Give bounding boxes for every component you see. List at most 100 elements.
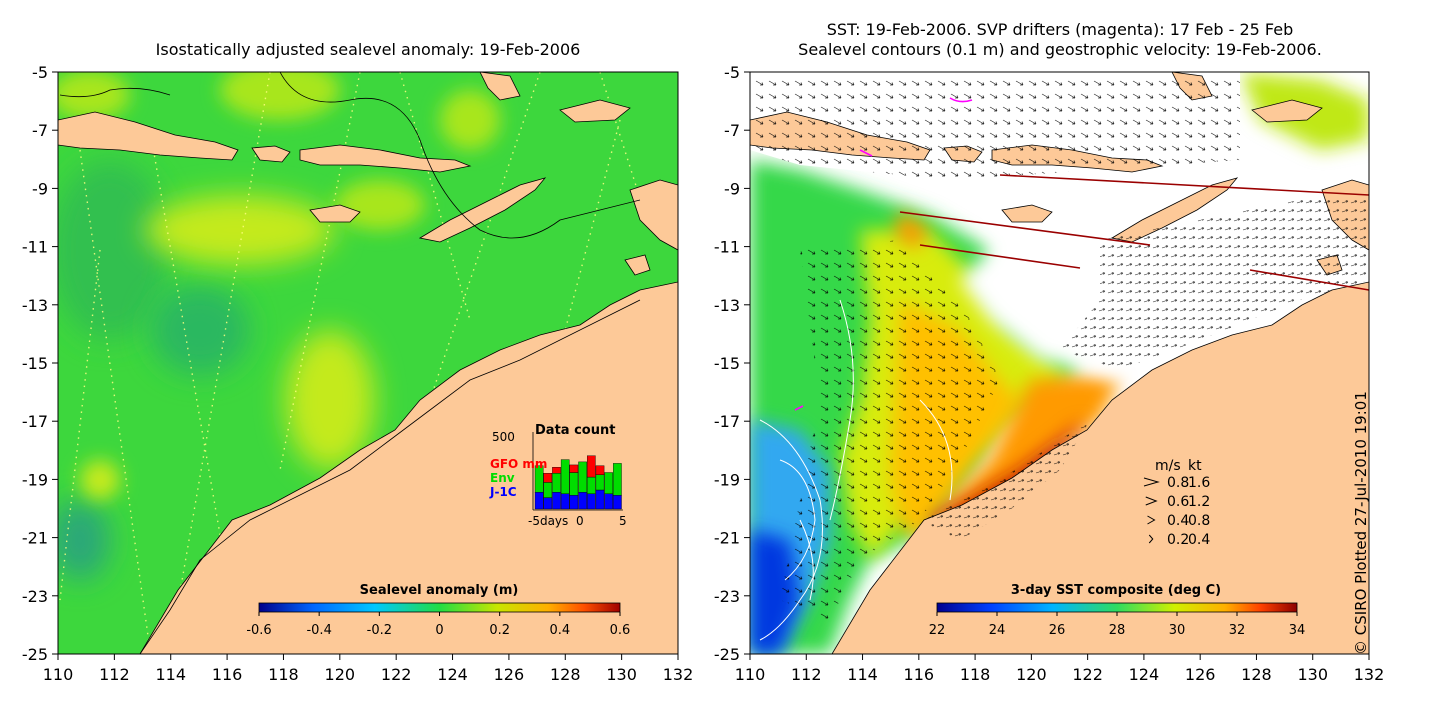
sla-colorbar-ticks: -0.6 -0.4 -0.2 0 0.2 0.4 0.6 xyxy=(246,612,630,638)
data-count-bar-j1c xyxy=(543,497,553,510)
sst-colorbar-gradient xyxy=(936,602,1298,613)
lon-tick-label: 116 xyxy=(904,665,935,684)
colorbar-tick-label: 0.2 xyxy=(489,623,510,638)
timor xyxy=(418,177,547,243)
velocity-legend-rows: 0.81.60.61.20.40.80.20.4 xyxy=(1143,475,1210,548)
bali-lombok xyxy=(251,145,291,163)
data-count-x-tick-end: 5 xyxy=(619,514,627,528)
lat-tick-label: -17 xyxy=(22,412,48,431)
lat-tick-label: -25 xyxy=(714,645,740,664)
velocity-legend-ms: 0.6 xyxy=(1167,494,1189,510)
data-count-bar-gfo xyxy=(595,465,605,475)
lon-tick-label: 120 xyxy=(325,665,356,684)
colorbar-tick-label: -0.4 xyxy=(306,623,331,638)
velocity-legend-kt: 1.6 xyxy=(1188,475,1210,491)
velocity-legend: m/s kt 0.81.60.61.20.40.80.20.4 xyxy=(1143,458,1210,548)
lon-tick-label: 122 xyxy=(381,665,412,684)
svp-drifter-tracks xyxy=(794,97,973,411)
lat-tick-label: -21 xyxy=(714,529,740,548)
lat-tick-label: -15 xyxy=(22,354,48,373)
data-count-max-label: 500 xyxy=(492,430,515,444)
sla-colorbar-gradient xyxy=(258,602,621,613)
legend-gfo: GFO mm xyxy=(490,457,547,471)
velocity-arrow-glyph xyxy=(1147,515,1156,525)
lon-tick-label: 128 xyxy=(1241,665,1272,684)
legend-j1c: J-1C xyxy=(489,485,517,499)
lat-tick-label: -23 xyxy=(22,587,48,606)
lon-tick-label: 124 xyxy=(1129,665,1160,684)
sst-swath-artifacts xyxy=(899,174,1369,291)
data-count-bar-env xyxy=(578,461,587,493)
left-panel-title: Isostatically adjusted sealevel anomaly:… xyxy=(155,40,581,59)
sst-colorbar-label: 3-day SST composite (deg C) xyxy=(1011,583,1221,598)
colorbar-tick-label: 24 xyxy=(989,623,1006,638)
lat-tick-label: -17 xyxy=(714,412,740,431)
sumbawa-flores xyxy=(299,144,472,173)
data-count-bar-env xyxy=(604,472,613,494)
lon-tick-label: 118 xyxy=(268,665,299,684)
lon-tick-label: 124 xyxy=(437,665,468,684)
lat-tick-label: -13 xyxy=(714,296,740,315)
data-count-x-tick-zero: 0 xyxy=(576,514,584,528)
lon-tick-label: 132 xyxy=(663,665,694,684)
data-count-bars xyxy=(534,455,622,510)
sulawesi-tip xyxy=(479,72,521,101)
geostrophic-velocity-arrows xyxy=(750,72,1369,620)
data-count-bar-gfo xyxy=(552,467,561,474)
lat-tick-label: -9 xyxy=(32,179,48,198)
lat-tick-label: -7 xyxy=(32,121,48,140)
lat-tick-label: -25 xyxy=(22,645,48,664)
lon-tick-label: 114 xyxy=(847,665,878,684)
velocity-legend-kt: 1.2 xyxy=(1188,494,1210,510)
data-count-bar-j1c xyxy=(560,493,570,510)
new-guinea-sw xyxy=(629,179,678,251)
data-count-bar-gfo xyxy=(587,455,596,478)
velocity-legend-header-ms: m/s xyxy=(1155,458,1181,474)
right-panel-title-line1: SST: 19-Feb-2006. SVP drifters (magenta)… xyxy=(826,20,1294,39)
colorbar-tick-label: 30 xyxy=(1169,623,1186,638)
data-count-bar-gfo xyxy=(543,473,553,483)
lon-tick-label: 130 xyxy=(1297,665,1328,684)
velocity-legend-kt: 0.4 xyxy=(1188,532,1210,548)
lat-tick-label: -21 xyxy=(22,529,48,548)
lat-tick-label: -23 xyxy=(714,587,740,606)
data-count-bar-j1c xyxy=(587,493,596,510)
sealevel-anomaly-map xyxy=(58,72,678,654)
lon-tick-label: 126 xyxy=(1185,665,1216,684)
data-count-bar-j1c xyxy=(578,492,587,510)
data-count-bar-env xyxy=(569,472,579,496)
colorbar-tick-label: 28 xyxy=(1109,623,1126,638)
sumba xyxy=(309,204,361,223)
lon-tick-label: 132 xyxy=(1354,665,1385,684)
velocity-arrow-glyph xyxy=(1145,496,1158,506)
sst-map xyxy=(750,72,1369,654)
lon-tick-label: 120 xyxy=(1016,665,1047,684)
left-bathymetry-contours xyxy=(59,72,641,654)
lat-tick-label: -7 xyxy=(724,121,740,140)
data-count-bar-j1c xyxy=(595,489,605,510)
colorbar-tick-label: 34 xyxy=(1289,623,1306,638)
data-count-bar-env xyxy=(534,465,544,493)
velocity-legend-ms: 0.8 xyxy=(1167,475,1189,491)
altimeter-tracks xyxy=(59,72,651,651)
lon-tick-label: 122 xyxy=(1072,665,1103,684)
data-count-bar-env xyxy=(613,463,622,496)
lon-tick-label: 110 xyxy=(735,665,766,684)
data-count-bar-j1c xyxy=(613,495,622,510)
sla-colorbar-label: Sealevel anomaly (m) xyxy=(360,583,519,598)
data-count-bar-env xyxy=(543,482,553,498)
data-count-bar-env xyxy=(595,474,605,491)
data-count-bar-j1c xyxy=(604,493,613,510)
colorbar-tick-label: -0.6 xyxy=(246,623,271,638)
data-count-bar-env xyxy=(552,473,561,493)
lon-tick-label: 112 xyxy=(791,665,822,684)
data-count-bar-j1c xyxy=(569,495,579,510)
buru-islands-sst xyxy=(1251,99,1323,123)
copyright-notice: © CSIRO Plotted 27-Jul-2010 19:01 xyxy=(1352,391,1370,655)
data-count-bar-gfo xyxy=(569,464,579,473)
colorbar-tick-label: 22 xyxy=(929,623,946,638)
lat-tick-label: -11 xyxy=(714,238,740,257)
colorbar-tick-label: -0.2 xyxy=(367,623,392,638)
data-count-bar-j1c xyxy=(552,492,561,510)
